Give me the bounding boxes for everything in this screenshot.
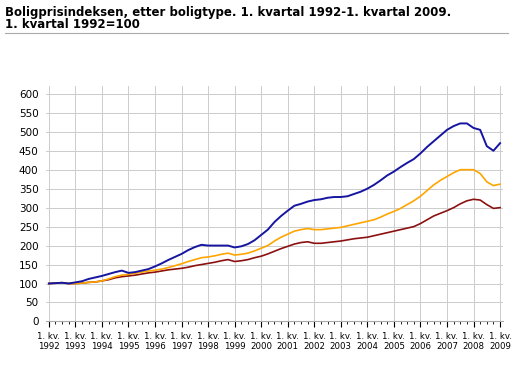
Blokkleiligheter xyxy=(497,141,503,145)
Småhus xyxy=(497,182,503,187)
Blokkleiligheter xyxy=(490,149,497,153)
Eneboliger xyxy=(199,262,205,267)
Blokkleiligheter xyxy=(79,279,85,283)
Småhus xyxy=(457,167,463,172)
Eneboliger xyxy=(192,263,198,268)
Småhus xyxy=(490,183,497,188)
Blokkleiligheter xyxy=(192,245,198,249)
Småhus xyxy=(305,226,311,231)
Blokkleiligheter xyxy=(199,243,205,247)
Småhus xyxy=(46,281,52,286)
Småhus xyxy=(132,271,138,276)
Blokkleiligheter xyxy=(46,281,52,286)
Småhus xyxy=(79,281,85,285)
Eneboliger xyxy=(46,281,52,286)
Line: Småhus: Småhus xyxy=(49,170,500,283)
Eneboliger xyxy=(470,197,477,201)
Line: Blokkleiligheter: Blokkleiligheter xyxy=(49,123,500,283)
Eneboliger xyxy=(132,273,138,278)
Eneboliger xyxy=(79,281,85,285)
Eneboliger xyxy=(497,205,503,210)
Blokkleiligheter xyxy=(132,270,138,274)
Eneboliger xyxy=(305,240,311,244)
Text: 1. kvartal 1992=100: 1. kvartal 1992=100 xyxy=(5,18,140,31)
Småhus xyxy=(192,257,198,262)
Eneboliger xyxy=(490,206,497,211)
Line: Eneboliger: Eneboliger xyxy=(49,199,500,283)
Blokkleiligheter xyxy=(305,199,311,204)
Blokkleiligheter xyxy=(457,121,463,126)
Text: Boligprisindeksen, etter boligtype. 1. kvartal 1992-1. kvartal 2009.: Boligprisindeksen, etter boligtype. 1. k… xyxy=(5,6,451,19)
Småhus xyxy=(199,255,205,260)
